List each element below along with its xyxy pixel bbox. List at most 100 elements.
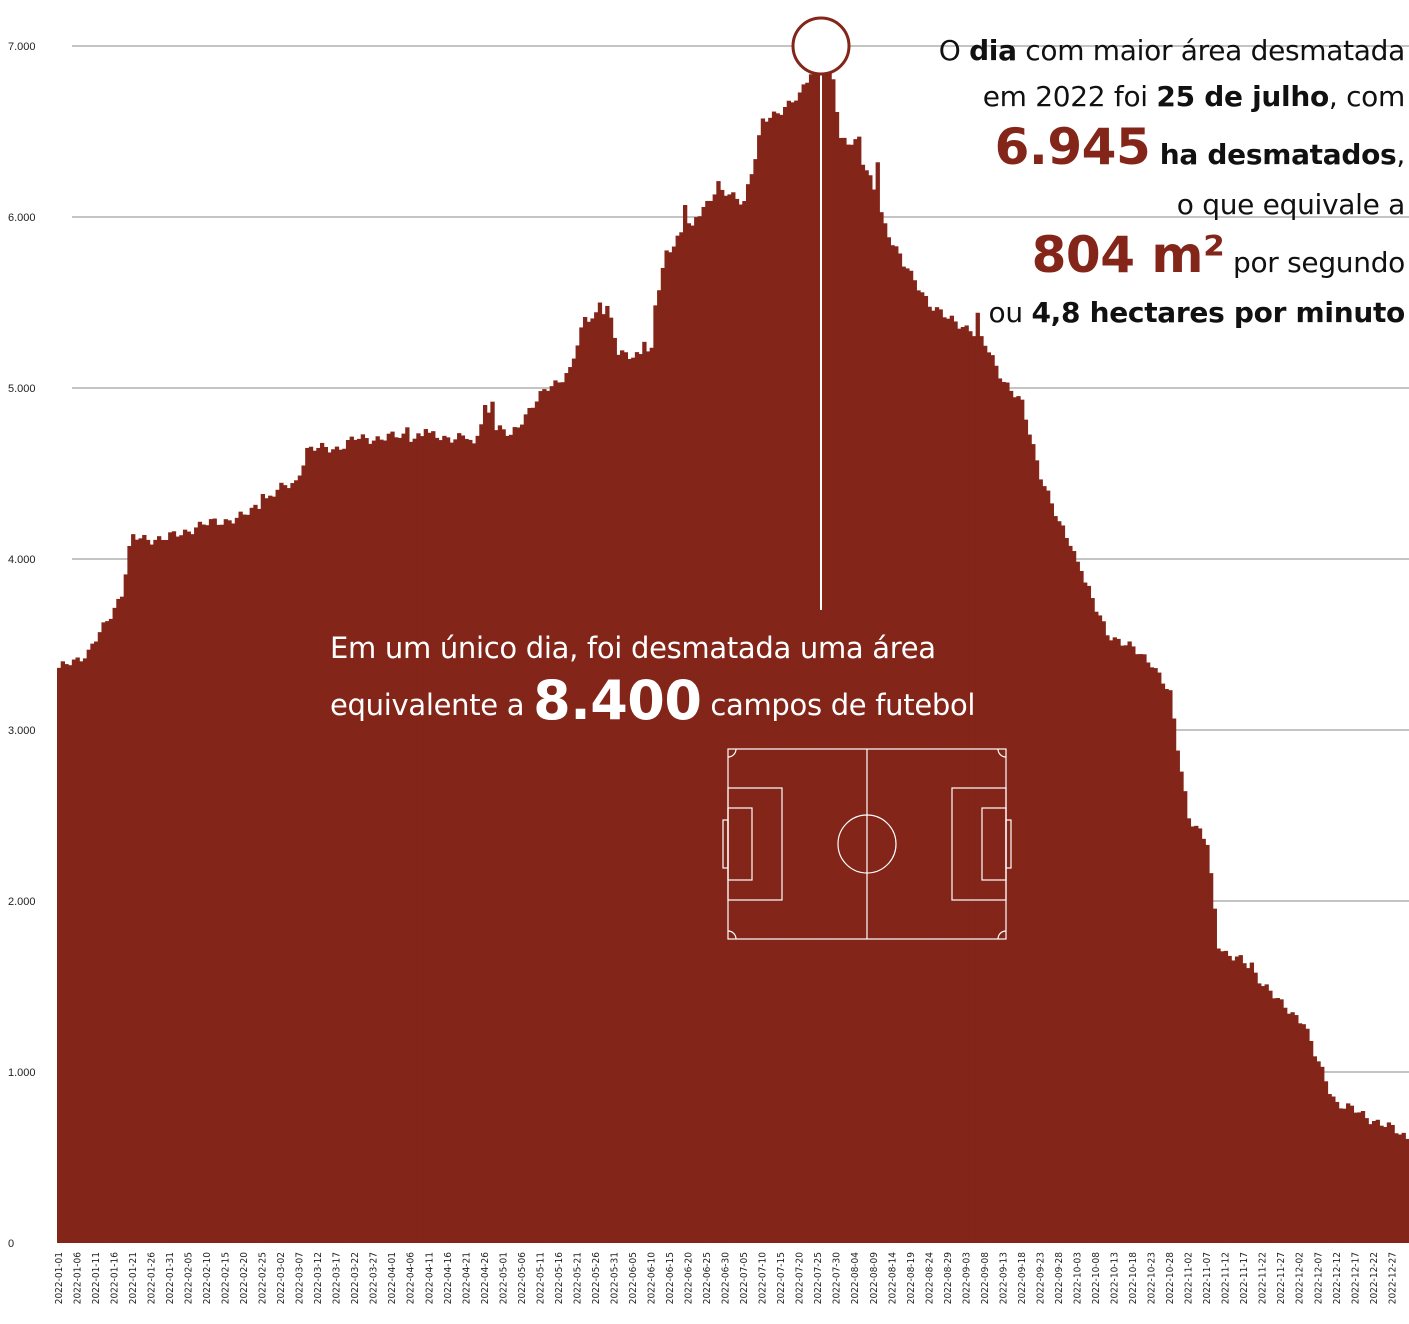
daily-bar [386,433,391,1243]
daily-bar [642,341,647,1244]
daily-bar [1301,1024,1306,1243]
daily-bar [1231,960,1236,1243]
daily-bar [342,448,347,1243]
daily-bar [927,306,932,1243]
daily-bar [1390,1124,1395,1243]
daily-bar [634,352,640,1243]
daily-bar [397,437,403,1243]
x-tick-label: 2022-06-10 [647,1252,658,1305]
daily-bar [1405,1138,1409,1243]
daily-bar [208,519,214,1243]
daily-bar [1220,951,1225,1243]
daily-bar [1357,1112,1362,1243]
daily-bar [1053,516,1058,1243]
daily-bar [679,232,684,1243]
daily-bar [716,181,721,1244]
daily-bar [123,574,128,1243]
daily-bar [1134,654,1140,1243]
daily-bar [620,350,625,1244]
x-tick-label: 2022-03-17 [332,1252,343,1304]
x-tick-label: 2022-09-03 [961,1252,972,1304]
daily-bar [1401,1132,1406,1243]
daily-bar [405,427,410,1244]
daily-bar [660,267,666,1243]
daily-bar [468,439,473,1243]
daily-bar [434,437,440,1243]
daily-bar [364,438,369,1243]
daily-bar [742,201,747,1243]
daily-bar [597,302,603,1243]
daily-bar [1197,828,1203,1243]
daily-bar [168,532,173,1243]
daily-bar [345,440,351,1243]
daily-bar [1123,645,1129,1243]
daily-bar [1049,503,1054,1243]
y-tick-label: 0 [8,1238,14,1250]
daily-bar [1242,963,1247,1243]
daily-bar [1064,537,1069,1243]
daily-bar [749,174,754,1243]
daily-bar [605,305,610,1243]
daily-bar [871,189,877,1243]
x-tick-label: 2022-05-16 [554,1252,565,1305]
daily-bar [701,206,706,1244]
daily-bar [1260,986,1266,1243]
daily-bar [264,498,269,1243]
daily-bar [390,431,395,1243]
daily-bar [219,524,225,1243]
daily-bar [631,357,636,1243]
x-tick-label: 2022-01-31 [165,1252,176,1304]
daily-bar [1212,908,1217,1243]
daily-bar [753,159,758,1243]
daily-bar [675,235,680,1243]
daily-bar [1083,582,1088,1243]
daily-bar [449,442,454,1244]
x-tick-label: 2022-07-15 [776,1252,787,1304]
y-tick-label: 5.000 [8,383,36,395]
daily-bar [757,135,762,1244]
daily-bar [668,252,673,1243]
daily-bar [649,347,654,1243]
x-tick-label: 2022-12-22 [1369,1252,1380,1304]
daily-bar [705,200,710,1244]
daily-bar [657,290,662,1244]
x-tick-label: 2022-12-02 [1295,1252,1306,1304]
daily-bar [1234,956,1240,1243]
daily-bar [957,328,962,1243]
daily-bar [520,424,525,1243]
daily-bar [1308,1040,1314,1243]
daily-bar [216,524,221,1243]
daily-bar [175,536,180,1243]
x-tick-label: 2022-12-12 [1332,1252,1343,1304]
daily-bar [197,521,203,1243]
daily-bar [1057,521,1062,1243]
daily-bar [745,184,751,1243]
daily-bar [312,450,317,1244]
daily-bar [808,74,814,1243]
daily-bar [601,314,606,1243]
y-tick-label: 7.000 [8,41,36,53]
daily-bar [879,212,884,1243]
daily-bar [1364,1118,1369,1243]
daily-bar [901,266,906,1244]
x-tick-label: 2022-04-01 [387,1252,398,1304]
daily-bar [571,358,577,1243]
daily-bar [260,494,266,1243]
daily-bar [938,309,943,1243]
daily-bar [616,354,621,1243]
daily-bar [960,327,966,1243]
daily-bar [1046,490,1051,1244]
daily-bar [101,622,106,1243]
daily-bar [545,390,551,1243]
daily-bar [275,489,280,1243]
daily-bar [371,440,377,1244]
x-tick-label: 2022-06-15 [665,1252,676,1304]
daily-bar [323,446,328,1244]
daily-bar [1012,397,1017,1243]
daily-bar [849,144,854,1244]
x-tick-label: 2022-05-21 [572,1252,583,1304]
daily-bar [1164,688,1169,1243]
daily-bar [1157,672,1162,1243]
daily-bar [279,482,284,1243]
daily-bar [1257,983,1262,1243]
